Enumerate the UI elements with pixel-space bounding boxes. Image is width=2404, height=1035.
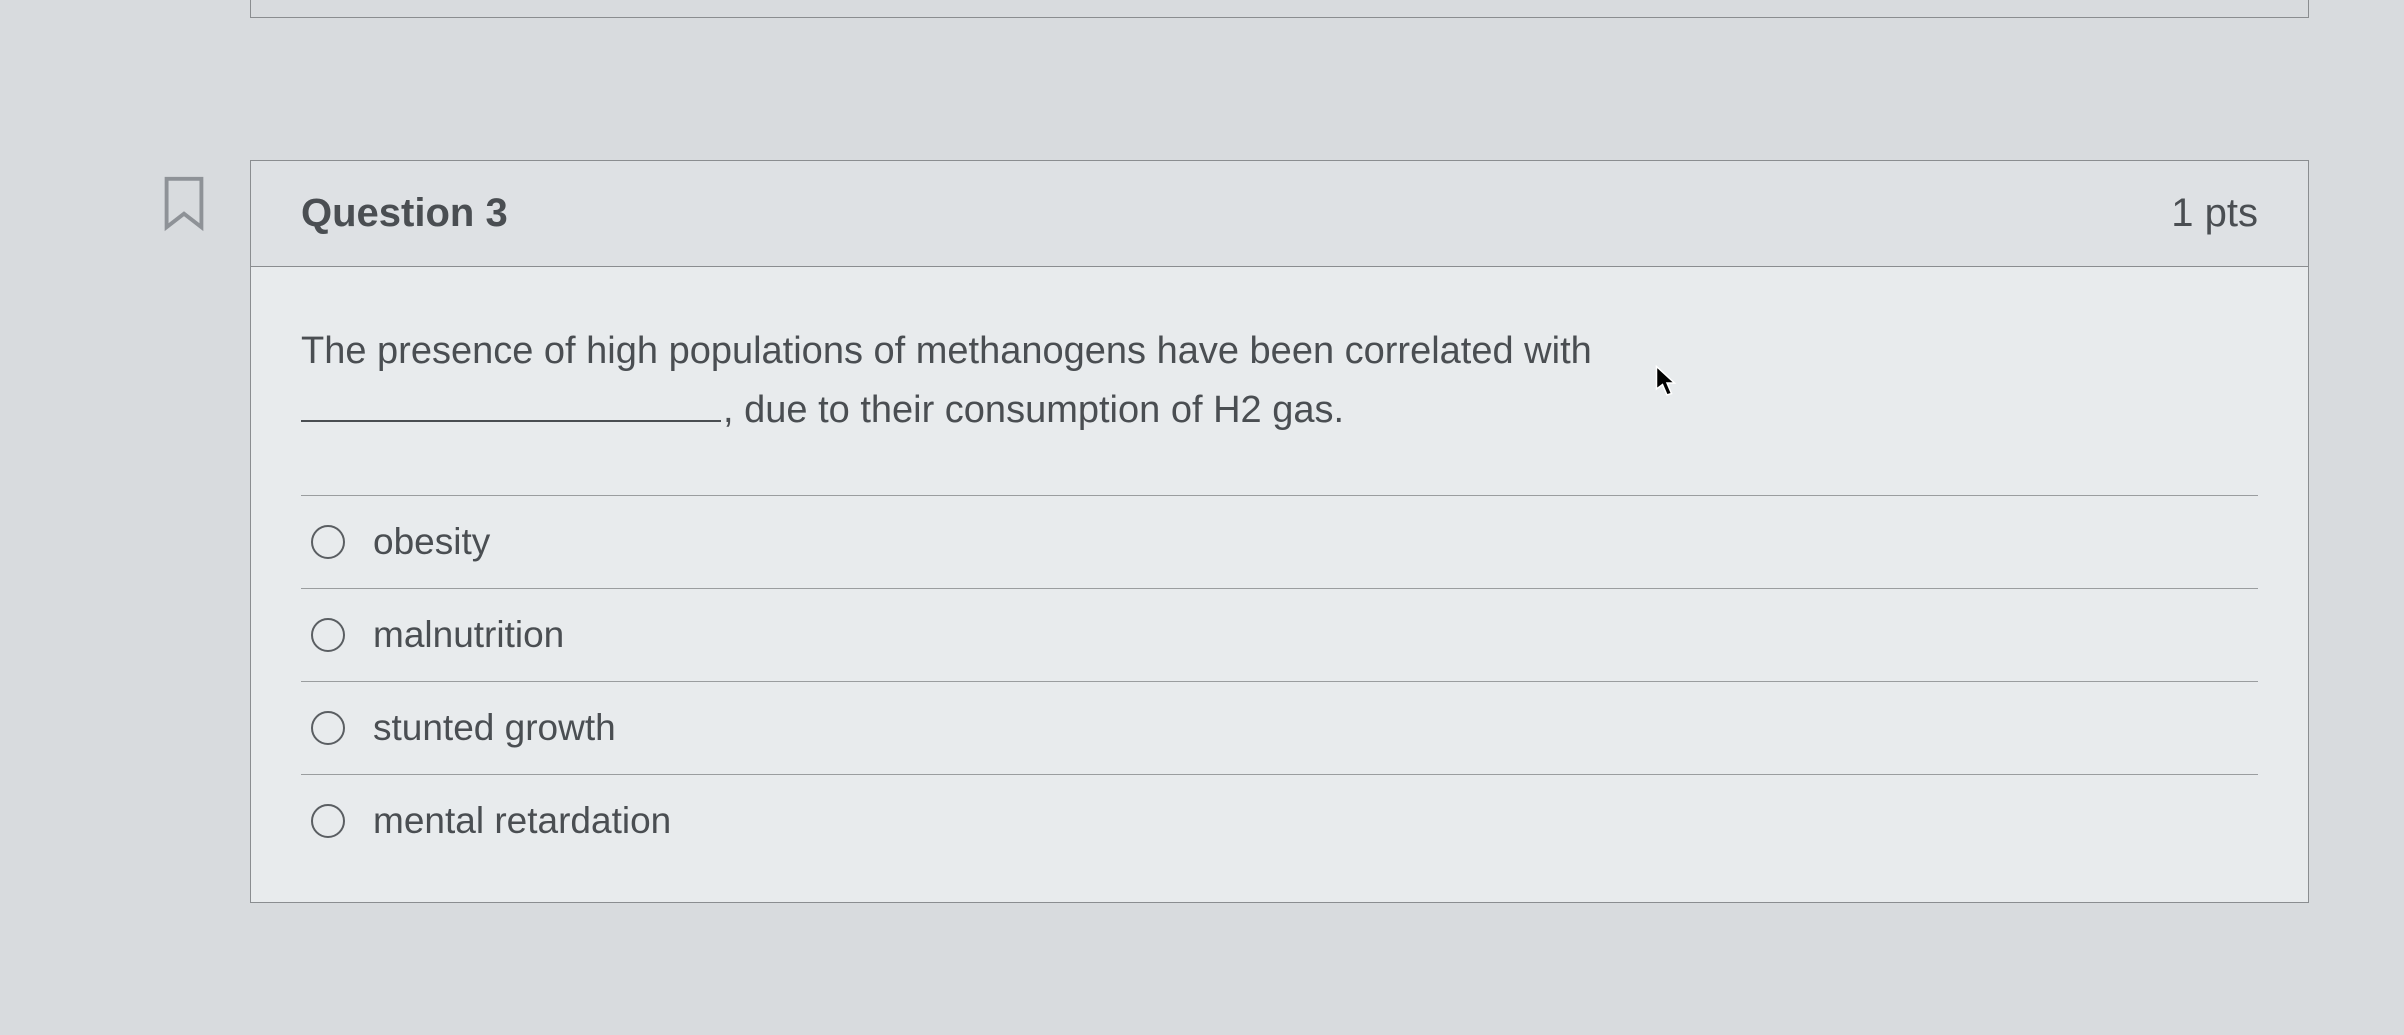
- question-text-part1: The presence of high populations of meth…: [301, 330, 1592, 372]
- question-points-label: 1 pts: [2171, 191, 2258, 236]
- radio-icon[interactable]: [311, 618, 345, 652]
- mouse-cursor-icon: [1655, 365, 1679, 397]
- question-header: Question 3 1 pts: [251, 161, 2308, 267]
- option-obesity[interactable]: obesity: [301, 495, 2258, 588]
- option-mental-retardation[interactable]: mental retardation: [301, 774, 2258, 867]
- option-malnutrition[interactable]: malnutrition: [301, 588, 2258, 681]
- question-body: The presence of high populations of meth…: [251, 267, 2308, 902]
- previous-question-border-fragment: [250, 0, 2309, 18]
- option-label: obesity: [373, 521, 490, 563]
- question-text: The presence of high populations of meth…: [301, 322, 2258, 440]
- question-text-part2: , due to their consumption of H2 gas.: [723, 389, 1344, 431]
- radio-icon[interactable]: [311, 804, 345, 838]
- fill-in-blank: [301, 420, 721, 422]
- radio-icon[interactable]: [311, 525, 345, 559]
- options-list: obesity malnutrition stunted growth ment…: [301, 495, 2258, 867]
- question-card: Question 3 1 pts The presence of high po…: [250, 160, 2309, 903]
- question-number-label: Question 3: [301, 191, 508, 236]
- option-stunted-growth[interactable]: stunted growth: [301, 681, 2258, 774]
- option-label: mental retardation: [373, 800, 671, 842]
- option-label: stunted growth: [373, 707, 616, 749]
- option-label: malnutrition: [373, 614, 564, 656]
- radio-icon[interactable]: [311, 711, 345, 745]
- bookmark-icon[interactable]: [160, 175, 208, 233]
